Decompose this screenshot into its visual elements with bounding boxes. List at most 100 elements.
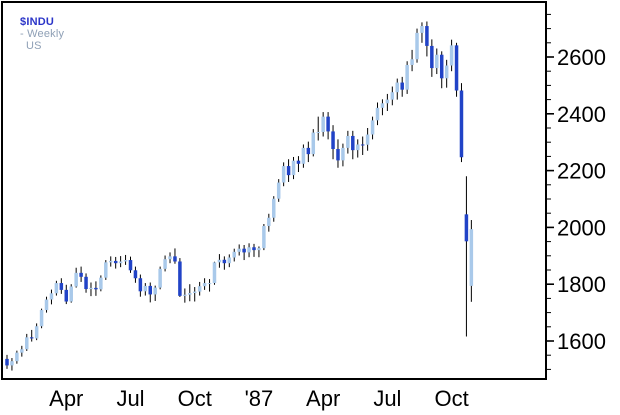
candle-up bbox=[20, 349, 24, 353]
candle-down bbox=[296, 160, 301, 164]
candle-up bbox=[104, 262, 108, 278]
candle-up bbox=[420, 26, 424, 33]
candle-up bbox=[197, 286, 202, 292]
candle-up bbox=[415, 32, 419, 60]
candle-down bbox=[84, 276, 88, 290]
candle-up bbox=[10, 361, 14, 366]
candle-down bbox=[222, 259, 227, 264]
candle-up bbox=[257, 248, 261, 251]
y-axis-label: 2200 bbox=[557, 159, 606, 184]
y-axis-label: 1800 bbox=[557, 272, 606, 297]
candle-up bbox=[158, 268, 162, 288]
candle-up bbox=[192, 291, 197, 294]
candle-up bbox=[99, 277, 103, 290]
candle-up bbox=[54, 283, 59, 294]
candle-down bbox=[336, 149, 340, 161]
x-axis-label: Jul bbox=[116, 386, 144, 411]
candle-up bbox=[262, 225, 266, 249]
candle-down bbox=[439, 54, 444, 79]
candle-down bbox=[430, 45, 434, 69]
candle-up bbox=[316, 131, 320, 133]
candle-down bbox=[138, 278, 143, 292]
candle-down bbox=[5, 358, 9, 366]
candle-down bbox=[286, 166, 291, 176]
plot-frame bbox=[1, 1, 547, 380]
candle-up bbox=[118, 261, 123, 264]
candle-up bbox=[247, 247, 251, 253]
candle-up bbox=[272, 198, 276, 218]
candle-up bbox=[435, 54, 439, 69]
candle-up bbox=[207, 283, 212, 285]
candle-up bbox=[168, 256, 172, 260]
chart-legend: $INDU - Weekly US bbox=[7, 4, 64, 64]
candle-up bbox=[39, 310, 44, 327]
candle-down bbox=[252, 247, 256, 251]
x-axis-label: Apr bbox=[49, 386, 83, 411]
candle-up bbox=[281, 166, 286, 183]
candle-up bbox=[89, 287, 93, 290]
candle-up bbox=[385, 99, 390, 104]
candle-up bbox=[123, 260, 128, 262]
candle-down bbox=[242, 248, 246, 253]
candle-down bbox=[64, 289, 69, 302]
candle-down bbox=[79, 272, 83, 277]
candle-up bbox=[267, 217, 271, 226]
candle-up bbox=[74, 272, 78, 287]
candle-up bbox=[395, 82, 400, 93]
y-axis-label: 1600 bbox=[557, 329, 606, 354]
y-axis-label: 2600 bbox=[557, 45, 606, 70]
candle-up bbox=[49, 293, 54, 300]
timeframe-label: - Weekly bbox=[20, 28, 65, 40]
candle-up bbox=[232, 251, 236, 258]
candle-down bbox=[178, 261, 182, 296]
candle-up bbox=[346, 135, 350, 148]
candle-up bbox=[355, 144, 360, 151]
candle-up bbox=[321, 116, 325, 132]
candle-up bbox=[153, 287, 157, 295]
candle-up bbox=[188, 293, 192, 295]
candle-up bbox=[380, 103, 385, 108]
candle-up bbox=[449, 45, 454, 66]
candle-up bbox=[15, 352, 19, 362]
symbol-label: $INDU bbox=[20, 16, 55, 28]
x-axis-label: Oct bbox=[434, 386, 468, 411]
candle-up bbox=[217, 259, 222, 263]
x-axis-label: Jul bbox=[373, 386, 401, 411]
candle-up bbox=[202, 283, 207, 287]
candle-up bbox=[276, 182, 281, 199]
candle-up bbox=[341, 147, 345, 161]
candle-up bbox=[212, 262, 217, 284]
candle-down bbox=[94, 287, 98, 290]
region-label: US bbox=[26, 40, 42, 52]
candle-down bbox=[400, 82, 404, 90]
candle-down bbox=[29, 337, 34, 339]
candle-up bbox=[34, 326, 39, 339]
candle-up bbox=[444, 65, 449, 79]
candle-up bbox=[410, 59, 414, 65]
y-axis-label: 2400 bbox=[557, 102, 606, 127]
candle-down bbox=[128, 260, 133, 271]
y-axis-label: 2000 bbox=[557, 215, 606, 240]
candle-down bbox=[173, 256, 177, 262]
candle-up bbox=[237, 248, 241, 252]
candle-down bbox=[454, 45, 459, 91]
candle-down bbox=[351, 135, 355, 151]
candle-down bbox=[360, 144, 365, 146]
candle-up bbox=[311, 132, 316, 155]
candle-down bbox=[464, 214, 469, 242]
candle-down bbox=[113, 260, 118, 264]
candle-down bbox=[326, 116, 330, 132]
x-axis-label: Oct bbox=[178, 386, 212, 411]
candle-down bbox=[425, 26, 429, 46]
candle-up bbox=[69, 286, 73, 302]
candle-up bbox=[143, 285, 148, 292]
candle-down bbox=[306, 147, 311, 155]
x-axis-label: Apr bbox=[306, 386, 340, 411]
x-axis-label: '87 bbox=[245, 386, 274, 411]
candle-up bbox=[108, 260, 113, 263]
candle-down bbox=[148, 285, 153, 295]
candle-up bbox=[390, 92, 395, 100]
candle-down bbox=[331, 131, 335, 150]
